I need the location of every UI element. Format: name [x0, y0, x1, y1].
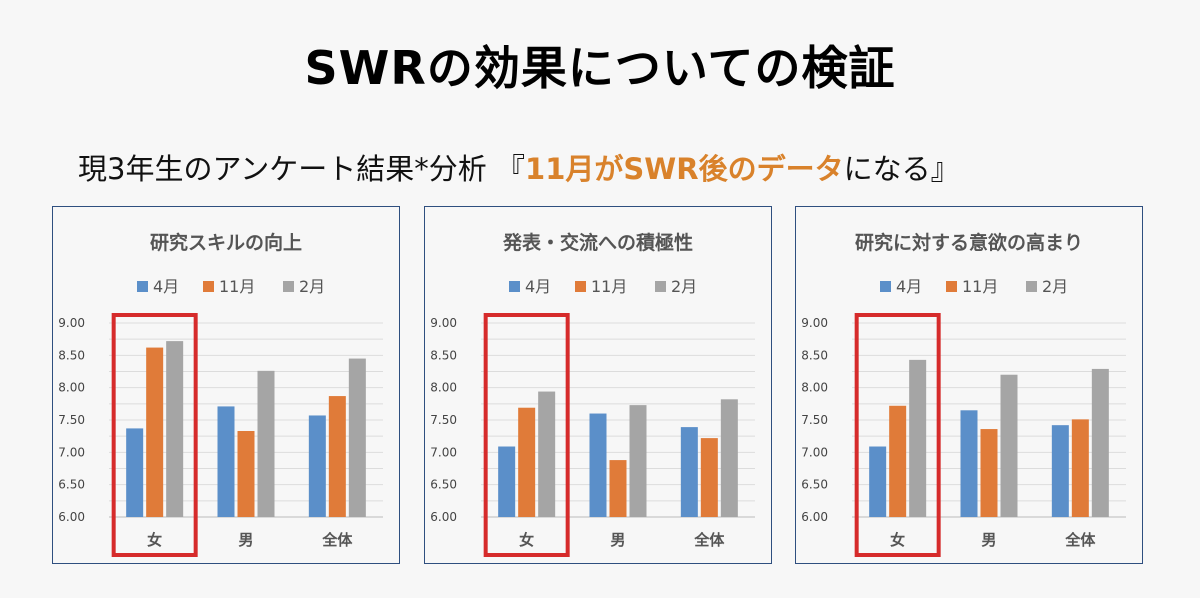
y-tick-label: 7.00: [430, 445, 457, 459]
legend-swatch-1: [509, 281, 520, 292]
bar-女-11月: [146, 347, 164, 517]
bar-女-2月: [538, 391, 556, 517]
y-tick-label: 8.50: [430, 348, 457, 362]
y-tick-label: 6.50: [58, 478, 85, 492]
subtitle-highlight: 11月がSWR後のデータ: [525, 152, 844, 186]
y-tick-label: 6.50: [430, 478, 457, 492]
y-tick-label: 7.50: [58, 413, 85, 427]
bar-男-4月: [960, 410, 978, 517]
y-tick-label: 6.00: [430, 510, 457, 524]
y-tick-label: 8.50: [801, 348, 828, 362]
bar-女-4月: [869, 446, 887, 517]
bar-全体-11月: [328, 396, 346, 517]
chart-research-motivation: 研究に対する意欲の高まり 4月 11月 2月 6.00 6.50 7.00 7.50 8.00 8…: [801, 231, 1126, 557]
subtitle-tail: になる』: [843, 152, 960, 186]
legend-swatch-3: [283, 281, 294, 292]
x-category-label: 女: [147, 531, 162, 549]
page-title: SWRの効果についての検証: [304, 41, 896, 95]
x-category-label: 全体: [321, 531, 353, 549]
y-tick-label: 6.50: [801, 478, 828, 492]
bar-女-11月: [518, 407, 536, 517]
x-category-label: 男: [610, 531, 625, 549]
legend-label-2: 11月: [219, 277, 255, 296]
legend-swatch-2: [575, 281, 586, 292]
bar-男-2月: [257, 370, 275, 517]
highlight-box: [854, 313, 941, 557]
chart-title: 研究に対する意欲の高まり: [855, 231, 1083, 254]
bar-全体-4月: [680, 427, 698, 517]
legend-label-2: 11月: [591, 277, 627, 296]
chart-panel-3: 研究に対する意欲の高まり 4月 11月 2月 6.00 6.50 7.00 7.50 8.00 8…: [795, 206, 1143, 564]
y-tick-label: 8.00: [801, 381, 828, 395]
bar-女-11月: [889, 405, 907, 517]
x-category-label: 女: [519, 531, 534, 549]
x-category-label: 全体: [693, 531, 725, 549]
legend-label-1: 4月: [525, 277, 551, 296]
highlight-box: [483, 313, 570, 557]
y-tick-label: 9.00: [801, 316, 828, 330]
bar-女-4月: [498, 446, 516, 517]
y-tick-label: 7.50: [801, 413, 828, 427]
y-tick-label: 7.00: [58, 445, 85, 459]
y-tick-label: 6.00: [801, 510, 828, 524]
y-tick-label: 8.00: [58, 381, 85, 395]
y-tick-label: 9.00: [430, 316, 457, 330]
highlight-box: [111, 313, 198, 557]
legend-swatch-1: [137, 281, 148, 292]
chart-title: 研究スキルの向上: [150, 231, 302, 254]
bar-男-11月: [609, 460, 627, 517]
bar-女-4月: [126, 428, 144, 517]
bar-全体-2月: [720, 399, 738, 517]
bar-全体-2月: [1091, 368, 1109, 517]
legend-label-1: 4月: [153, 277, 179, 296]
bar-男-11月: [237, 430, 255, 517]
y-tick-label: 6.00: [58, 510, 85, 524]
chart-presentation-activity: 発表・交流への積極性 4月 11月 2月 6.00 6.50 7.00 7.50 8.00 8.5…: [430, 231, 755, 557]
y-tick-label: 8.00: [430, 381, 457, 395]
legend-label-3: 2月: [671, 277, 697, 296]
bar-女-2月: [909, 359, 927, 517]
legend-swatch-3: [1026, 281, 1037, 292]
legend-label-3: 2月: [1042, 277, 1068, 296]
chart-panel-2: 発表・交流への積極性 4月 11月 2月 6.00 6.50 7.00 7.50 8.00 8.5…: [424, 206, 772, 564]
bar-全体-11月: [1071, 419, 1089, 517]
legend-swatch-1: [880, 281, 891, 292]
chart-research-skill: 研究スキルの向上 4月 11月 2月 6.00 6.50 7.00 7.50 8.00 8.50 9…: [58, 231, 383, 557]
bar-全体-4月: [308, 415, 326, 517]
legend-swatch-2: [946, 281, 957, 292]
legend-label-1: 4月: [896, 277, 922, 296]
legend-label-3: 2月: [299, 277, 325, 296]
legend-swatch-2: [203, 281, 214, 292]
bar-男-2月: [1000, 374, 1018, 517]
bar-全体-11月: [700, 438, 718, 517]
bar-全体-4月: [1051, 425, 1069, 517]
chart-title: 発表・交流への積極性: [502, 231, 693, 254]
bar-男-4月: [217, 406, 235, 517]
x-category-label: 女: [890, 531, 905, 549]
bar-男-4月: [589, 413, 607, 517]
y-tick-label: 9.00: [58, 316, 85, 330]
legend-label-2: 11月: [962, 277, 998, 296]
y-tick-label: 7.50: [430, 413, 457, 427]
x-category-label: 男: [238, 531, 253, 549]
subtitle-text: 現3年生のアンケート結果*分析 『: [78, 152, 526, 186]
bar-全体-2月: [348, 358, 366, 517]
bar-男-2月: [629, 405, 647, 517]
y-tick-label: 7.00: [801, 445, 828, 459]
bar-男-11月: [980, 429, 998, 517]
x-category-label: 全体: [1064, 531, 1096, 549]
page-subtitle: 現3年生のアンケート結果*分析 『11月がSWR後のデータになる』: [78, 146, 960, 188]
legend-swatch-3: [655, 281, 666, 292]
bar-女-2月: [166, 341, 184, 517]
x-category-label: 男: [981, 531, 996, 549]
chart-panel-1: 研究スキルの向上 4月 11月 2月 6.00 6.50 7.00 7.50 8.00 8.50 9…: [52, 206, 400, 564]
y-tick-label: 8.50: [58, 348, 85, 362]
